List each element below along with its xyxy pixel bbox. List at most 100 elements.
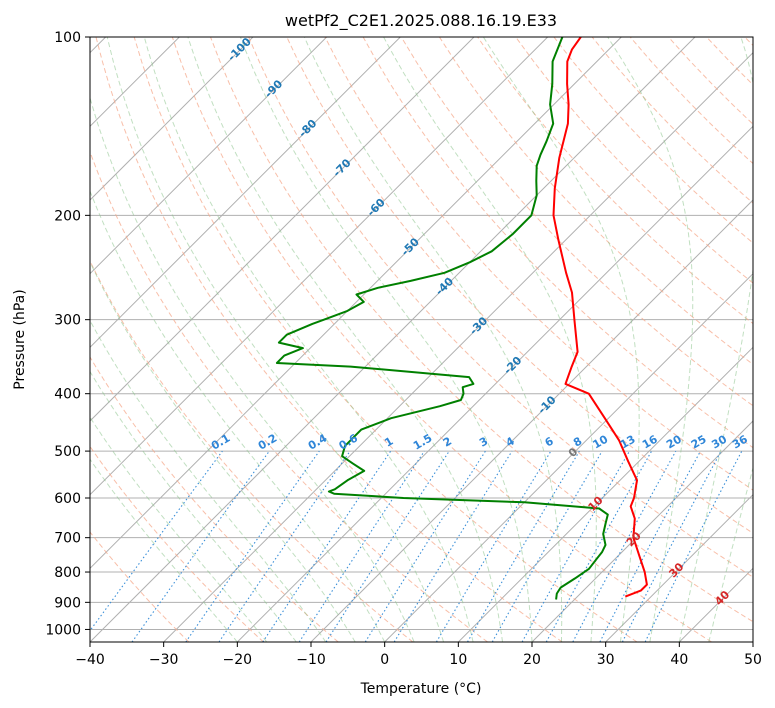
plot-series bbox=[275, 37, 648, 600]
y-tick-label: 800 bbox=[54, 565, 81, 581]
mixing-ratio-line bbox=[521, 450, 630, 642]
isotherm-label: -20 bbox=[501, 354, 524, 377]
x-tick-label: 0 bbox=[380, 652, 389, 668]
isotherm-line bbox=[90, 37, 622, 570]
mixing-ratio-line bbox=[262, 450, 392, 642]
dry-adiabat-line bbox=[90, 356, 339, 642]
dry-adiabat-line bbox=[90, 531, 190, 642]
mixing-ratio-line bbox=[467, 450, 580, 642]
isotherm-line bbox=[90, 37, 254, 201]
moist-adiabat-line bbox=[90, 416, 268, 642]
isotherm-line bbox=[90, 37, 549, 496]
x-tick-label: 40 bbox=[670, 652, 688, 668]
isotherm-line bbox=[678, 567, 753, 642]
mixing-ratio-line bbox=[599, 450, 701, 642]
mixing-ratio-line bbox=[131, 450, 270, 642]
mixing-ratio-label: 10 bbox=[590, 432, 610, 451]
mixing-ratio-label: 1 bbox=[382, 435, 395, 450]
dry-adiabat-line bbox=[90, 445, 264, 642]
dewpoint-profile-line bbox=[275, 37, 609, 600]
moist-adiabat-line bbox=[708, 466, 753, 642]
y-tick-label: 400 bbox=[54, 387, 81, 403]
isotherm-line bbox=[384, 272, 753, 642]
plot-background-lines bbox=[90, 37, 753, 642]
isotherm-line bbox=[310, 199, 753, 642]
y-tick-label: 900 bbox=[54, 595, 81, 611]
dry-adiabat-line bbox=[95, 37, 563, 642]
isotherm-line bbox=[236, 125, 753, 642]
chart-title: wetPf2_C2E1.2025.088.16.19.E33 bbox=[285, 11, 557, 31]
dry-adiabat-line bbox=[515, 37, 753, 284]
x-tick-label: 50 bbox=[744, 652, 762, 668]
mixing-ratio-line bbox=[572, 450, 677, 642]
moist-adiabat-line bbox=[239, 37, 533, 642]
mixing-ratio-label: 1.5 bbox=[411, 432, 434, 453]
moist-adiabat-line bbox=[187, 37, 503, 642]
mixing-ratio-line bbox=[298, 450, 425, 642]
dry-adiabat-line bbox=[133, 37, 638, 642]
moist-adiabat-line bbox=[90, 260, 356, 642]
temperature-profile-line bbox=[552, 37, 648, 598]
isotherm-label: 20 bbox=[624, 529, 644, 549]
mixing-ratio-line bbox=[325, 450, 450, 642]
mixing-ratio-label: 3 bbox=[477, 435, 490, 450]
mixing-ratio-line bbox=[545, 450, 653, 642]
isotherm-label: -70 bbox=[330, 156, 353, 179]
dry-adiabat-line bbox=[210, 37, 753, 623]
y-tick-label: 200 bbox=[54, 208, 81, 224]
plot-frame bbox=[89, 36, 754, 643]
moist-adiabat-line bbox=[678, 37, 753, 642]
y-tick-label: 500 bbox=[54, 444, 81, 460]
dry-adiabat-line bbox=[171, 37, 712, 642]
dry-adiabat-line bbox=[400, 37, 753, 407]
dry-adiabat-line bbox=[90, 259, 414, 642]
y-axis-label: Pressure (hPa) bbox=[12, 289, 28, 389]
moist-adiabat-line bbox=[90, 189, 386, 642]
mixing-ratio-label: 13 bbox=[618, 433, 638, 452]
mixing-ratio-label: 30 bbox=[709, 432, 729, 451]
isotherm-line bbox=[605, 493, 753, 642]
isotherm-line bbox=[90, 37, 475, 422]
x-tick-label: −40 bbox=[75, 652, 105, 668]
x-tick-label: 10 bbox=[449, 652, 467, 668]
isotherm-label: -50 bbox=[399, 235, 422, 258]
moist-adiabat-line bbox=[106, 37, 445, 642]
isotherm-line bbox=[90, 37, 401, 349]
y-tick-label: 100 bbox=[54, 30, 81, 46]
moist-adiabat-line bbox=[383, 37, 597, 642]
plot-labels: 0.1 0.2 0.4 0.6 1 1.5 2 3 4 6 8 10 13 16 20 25 30 36-100-… bbox=[209, 37, 750, 608]
dry-adiabat-line bbox=[248, 37, 753, 578]
dry-adiabat-line bbox=[706, 37, 753, 86]
x-tick-label: 20 bbox=[523, 652, 541, 668]
mixing-ratio-label: 0.4 bbox=[306, 431, 330, 452]
y-tick-label: 700 bbox=[54, 531, 81, 547]
isotherm-line bbox=[90, 37, 696, 642]
axes: −40 −30 −20 −10 0 10 20 30 40 5010020030040050060… bbox=[45, 30, 762, 668]
mixing-ratio-line bbox=[90, 450, 223, 632]
dry-adiabat-line bbox=[438, 37, 753, 366]
dry-adiabat-line bbox=[591, 37, 753, 204]
x-tick-label: −20 bbox=[223, 652, 253, 668]
isotherm-label: 40 bbox=[712, 588, 732, 608]
y-tick-label: 1000 bbox=[45, 622, 81, 638]
y-tick-label: 300 bbox=[54, 313, 81, 329]
isotherm-label: -80 bbox=[296, 117, 319, 140]
mixing-ratio-label: 6 bbox=[543, 434, 556, 449]
isotherm-line bbox=[163, 51, 753, 642]
dry-adiabat-line bbox=[90, 150, 488, 642]
mixing-ratio-label: 0.1 bbox=[209, 432, 232, 453]
y-tick-label: 600 bbox=[54, 491, 81, 507]
mixing-ratio-label: 16 bbox=[640, 432, 660, 451]
dry-adiabat-line bbox=[362, 37, 753, 449]
mixing-ratio-label: 36 bbox=[730, 432, 750, 451]
isotherm-line bbox=[752, 641, 753, 642]
isotherm-label: -10 bbox=[535, 393, 558, 416]
mixing-ratio-line bbox=[393, 450, 513, 642]
moist-adiabat-line bbox=[482, 37, 640, 642]
moist-adiabat-line bbox=[90, 458, 238, 642]
dry-adiabat-line bbox=[668, 37, 753, 125]
x-tick-label: 30 bbox=[597, 652, 615, 668]
isotherm-line bbox=[531, 420, 753, 642]
